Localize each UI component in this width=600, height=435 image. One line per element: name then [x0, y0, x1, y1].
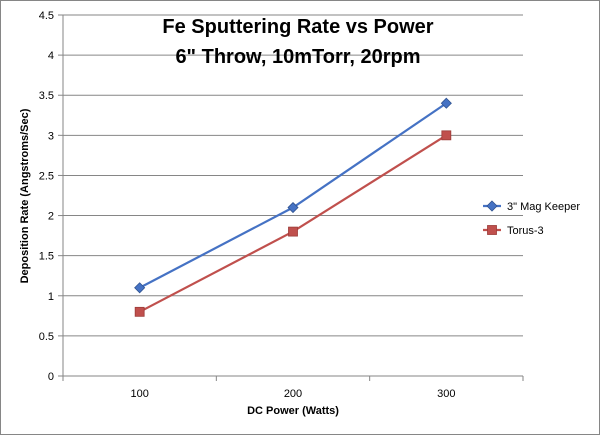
data-point [440, 97, 452, 109]
x-tick-label: 200 [284, 388, 302, 400]
y-tick-label: 1 [48, 291, 54, 303]
y-tick-label: 0 [48, 371, 54, 383]
gridlines [58, 14, 523, 377]
y-tick-label: 3 [48, 130, 54, 142]
y-tick-label: 3.5 [39, 90, 54, 102]
x-tick-label: 100 [130, 388, 148, 400]
series-line [139, 102, 447, 289]
series-line [139, 134, 447, 313]
data-point [441, 130, 452, 141]
legend-item: Torus-3 [483, 225, 544, 237]
y-axis-label: Deposition Rate (Angstroms/Sec) [19, 108, 31, 283]
chart-subtitle: 6" Throw, 10mTorr, 20rpm [175, 46, 420, 68]
y-tick-label: 4.5 [39, 10, 54, 22]
data-point [134, 282, 146, 294]
series-1 [134, 97, 452, 294]
series-group [134, 97, 452, 317]
y-tick-label: 2.5 [39, 170, 54, 182]
x-tick-labels: 100 200 300 [130, 388, 455, 400]
y-tick-label: 1.5 [39, 251, 54, 263]
data-point [288, 226, 298, 237]
x-tick-label: 300 [437, 388, 455, 400]
axes [62, 15, 524, 381]
legend-item: 3" Mag Keeper [483, 200, 580, 213]
data-point [134, 306, 145, 317]
legend-marker [486, 200, 498, 212]
y-tick-labels: 0 0.5 1 1.5 2 2.5 3 3.5 4 4.5 [39, 10, 54, 383]
x-axis-label: DC Power (Watts) [247, 405, 339, 417]
series-2 [134, 130, 452, 317]
legend-marker [487, 225, 497, 235]
y-tick-label: 4 [48, 50, 54, 62]
legend: 3" Mag Keeper Torus-3 [483, 200, 580, 237]
data-point [287, 201, 299, 214]
chart-title: Fe Sputtering Rate vs Power [162, 16, 433, 38]
y-tick-label: 2 [48, 211, 54, 223]
legend-label: Torus-3 [507, 225, 544, 237]
legend-label: 3" Mag Keeper [507, 201, 580, 213]
y-tick-label: 0.5 [39, 331, 54, 343]
